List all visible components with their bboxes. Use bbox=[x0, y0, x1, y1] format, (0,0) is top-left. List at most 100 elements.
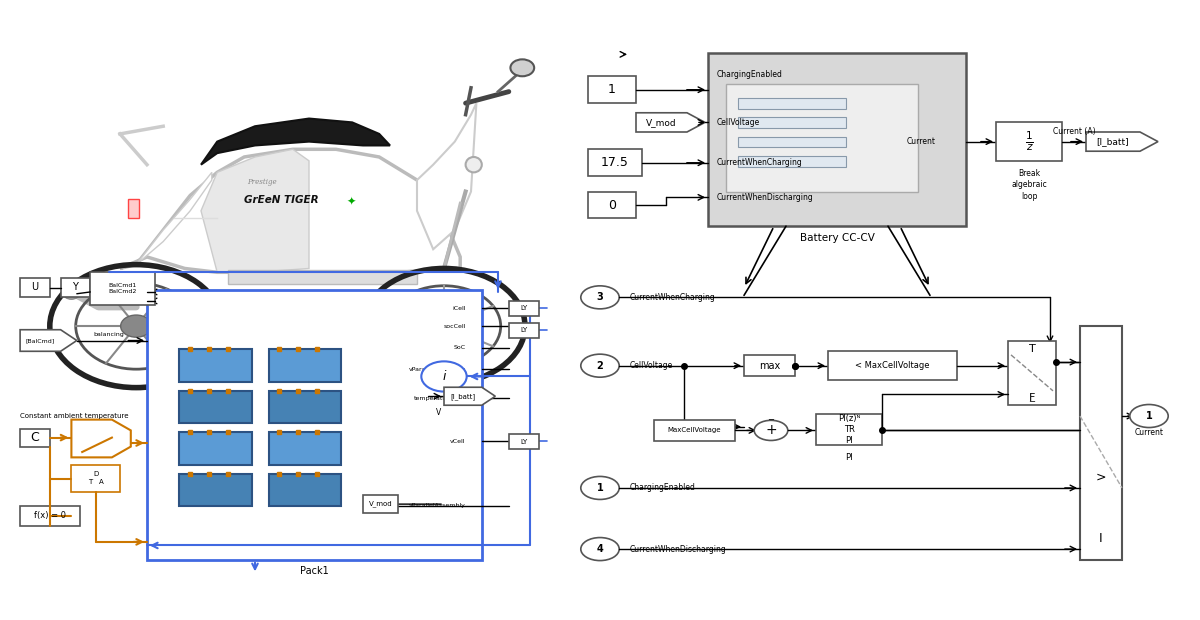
Text: GrEeN TIGER: GrEeN TIGER bbox=[245, 195, 319, 205]
Text: PI: PI bbox=[845, 453, 853, 462]
Text: $\frac{1}{z}$: $\frac{1}{z}$ bbox=[1025, 130, 1033, 153]
FancyBboxPatch shape bbox=[1008, 340, 1056, 405]
Text: [BalCmd]: [BalCmd] bbox=[25, 338, 55, 343]
Text: Break
algebraic
loop: Break algebraic loop bbox=[1012, 169, 1046, 201]
FancyBboxPatch shape bbox=[148, 290, 481, 560]
FancyBboxPatch shape bbox=[72, 464, 120, 492]
FancyBboxPatch shape bbox=[744, 355, 796, 376]
Text: [I_batt]: [I_batt] bbox=[1097, 137, 1129, 146]
Circle shape bbox=[1130, 404, 1169, 428]
Text: ChargingEnabled: ChargingEnabled bbox=[718, 70, 782, 79]
Text: Pack1: Pack1 bbox=[300, 565, 329, 575]
FancyBboxPatch shape bbox=[180, 350, 252, 382]
FancyBboxPatch shape bbox=[269, 474, 341, 506]
Text: balancing: balancing bbox=[94, 332, 125, 337]
Circle shape bbox=[581, 354, 619, 377]
Polygon shape bbox=[72, 420, 131, 458]
Bar bbox=[228, 270, 418, 284]
Text: vParallelAssembly: vParallelAssembly bbox=[409, 367, 466, 372]
Text: D
T   A: D T A bbox=[88, 471, 103, 485]
FancyBboxPatch shape bbox=[828, 352, 958, 380]
Polygon shape bbox=[444, 388, 496, 405]
Text: 4: 4 bbox=[596, 544, 604, 554]
Ellipse shape bbox=[466, 157, 482, 172]
Text: CurrentWhenDischarging: CurrentWhenDischarging bbox=[718, 193, 814, 202]
Text: MaxCellVoltage: MaxCellVoltage bbox=[667, 427, 721, 433]
Text: U: U bbox=[31, 283, 38, 293]
Text: V_mod: V_mod bbox=[368, 501, 392, 508]
Text: I: I bbox=[1099, 532, 1103, 545]
FancyBboxPatch shape bbox=[509, 434, 539, 449]
FancyBboxPatch shape bbox=[269, 391, 341, 423]
Text: 1: 1 bbox=[596, 483, 604, 493]
Text: iCell: iCell bbox=[452, 306, 466, 311]
Text: 17.5: 17.5 bbox=[601, 156, 629, 169]
Circle shape bbox=[581, 476, 619, 500]
Circle shape bbox=[581, 286, 619, 309]
Text: 0: 0 bbox=[608, 198, 616, 211]
Text: Prestige: Prestige bbox=[247, 178, 276, 186]
Text: >: > bbox=[1096, 471, 1106, 484]
Text: ─: ─ bbox=[768, 414, 774, 423]
Text: LY: LY bbox=[520, 327, 527, 333]
Polygon shape bbox=[418, 103, 476, 249]
FancyBboxPatch shape bbox=[60, 278, 90, 298]
Text: Current: Current bbox=[1134, 428, 1164, 436]
Circle shape bbox=[64, 288, 79, 299]
FancyBboxPatch shape bbox=[20, 428, 50, 446]
Polygon shape bbox=[137, 172, 212, 265]
Text: i: i bbox=[443, 370, 445, 383]
Text: CellVoltage: CellVoltage bbox=[630, 361, 673, 370]
FancyBboxPatch shape bbox=[269, 432, 341, 464]
Text: Current: Current bbox=[907, 137, 936, 146]
Text: PI(z)ᴺ
TR
PI: PI(z)ᴺ TR PI bbox=[838, 414, 860, 445]
Text: Y: Y bbox=[72, 283, 78, 293]
Circle shape bbox=[430, 316, 458, 337]
FancyBboxPatch shape bbox=[20, 278, 50, 298]
FancyBboxPatch shape bbox=[588, 192, 636, 218]
FancyBboxPatch shape bbox=[364, 495, 398, 513]
FancyBboxPatch shape bbox=[180, 474, 252, 506]
Text: Battery CC-CV: Battery CC-CV bbox=[799, 232, 875, 242]
Text: +: + bbox=[766, 423, 776, 437]
FancyBboxPatch shape bbox=[738, 117, 846, 128]
Polygon shape bbox=[202, 118, 390, 165]
FancyBboxPatch shape bbox=[588, 76, 636, 103]
Polygon shape bbox=[20, 330, 77, 352]
Text: CellVoltage: CellVoltage bbox=[718, 118, 761, 127]
Circle shape bbox=[581, 538, 619, 560]
Text: temperatureCell: temperatureCell bbox=[414, 396, 466, 401]
Polygon shape bbox=[1086, 132, 1158, 151]
Text: Current (A): Current (A) bbox=[1052, 127, 1096, 136]
Text: 2: 2 bbox=[596, 361, 604, 371]
FancyBboxPatch shape bbox=[90, 272, 155, 304]
FancyBboxPatch shape bbox=[509, 301, 539, 316]
FancyBboxPatch shape bbox=[738, 156, 846, 167]
Text: socCell: socCell bbox=[443, 324, 466, 329]
FancyBboxPatch shape bbox=[738, 98, 846, 109]
Text: V_mod: V_mod bbox=[646, 118, 677, 127]
Text: 1: 1 bbox=[1146, 411, 1152, 421]
Circle shape bbox=[121, 315, 151, 337]
FancyBboxPatch shape bbox=[708, 53, 966, 226]
Text: BalCmd1
BalCmd2: BalCmd1 BalCmd2 bbox=[108, 283, 137, 294]
Text: SoC: SoC bbox=[454, 345, 466, 350]
FancyBboxPatch shape bbox=[20, 506, 79, 526]
Text: CurrentWhenCharging: CurrentWhenCharging bbox=[630, 293, 715, 302]
Polygon shape bbox=[202, 149, 310, 272]
Text: ✦: ✦ bbox=[347, 197, 356, 207]
Polygon shape bbox=[120, 149, 461, 272]
Text: 1: 1 bbox=[608, 83, 616, 96]
Text: T: T bbox=[1028, 345, 1036, 355]
FancyBboxPatch shape bbox=[816, 414, 882, 445]
Text: 3: 3 bbox=[596, 293, 604, 303]
FancyBboxPatch shape bbox=[180, 391, 252, 423]
Text: F: F bbox=[1028, 393, 1036, 403]
FancyBboxPatch shape bbox=[654, 420, 734, 441]
FancyBboxPatch shape bbox=[738, 136, 846, 148]
Text: CurrentWhenCharging: CurrentWhenCharging bbox=[718, 158, 803, 167]
Text: ChargingEnabled: ChargingEnabled bbox=[630, 484, 696, 492]
Circle shape bbox=[755, 420, 787, 440]
FancyBboxPatch shape bbox=[726, 84, 918, 192]
Text: [I_batt]: [I_batt] bbox=[450, 393, 475, 400]
